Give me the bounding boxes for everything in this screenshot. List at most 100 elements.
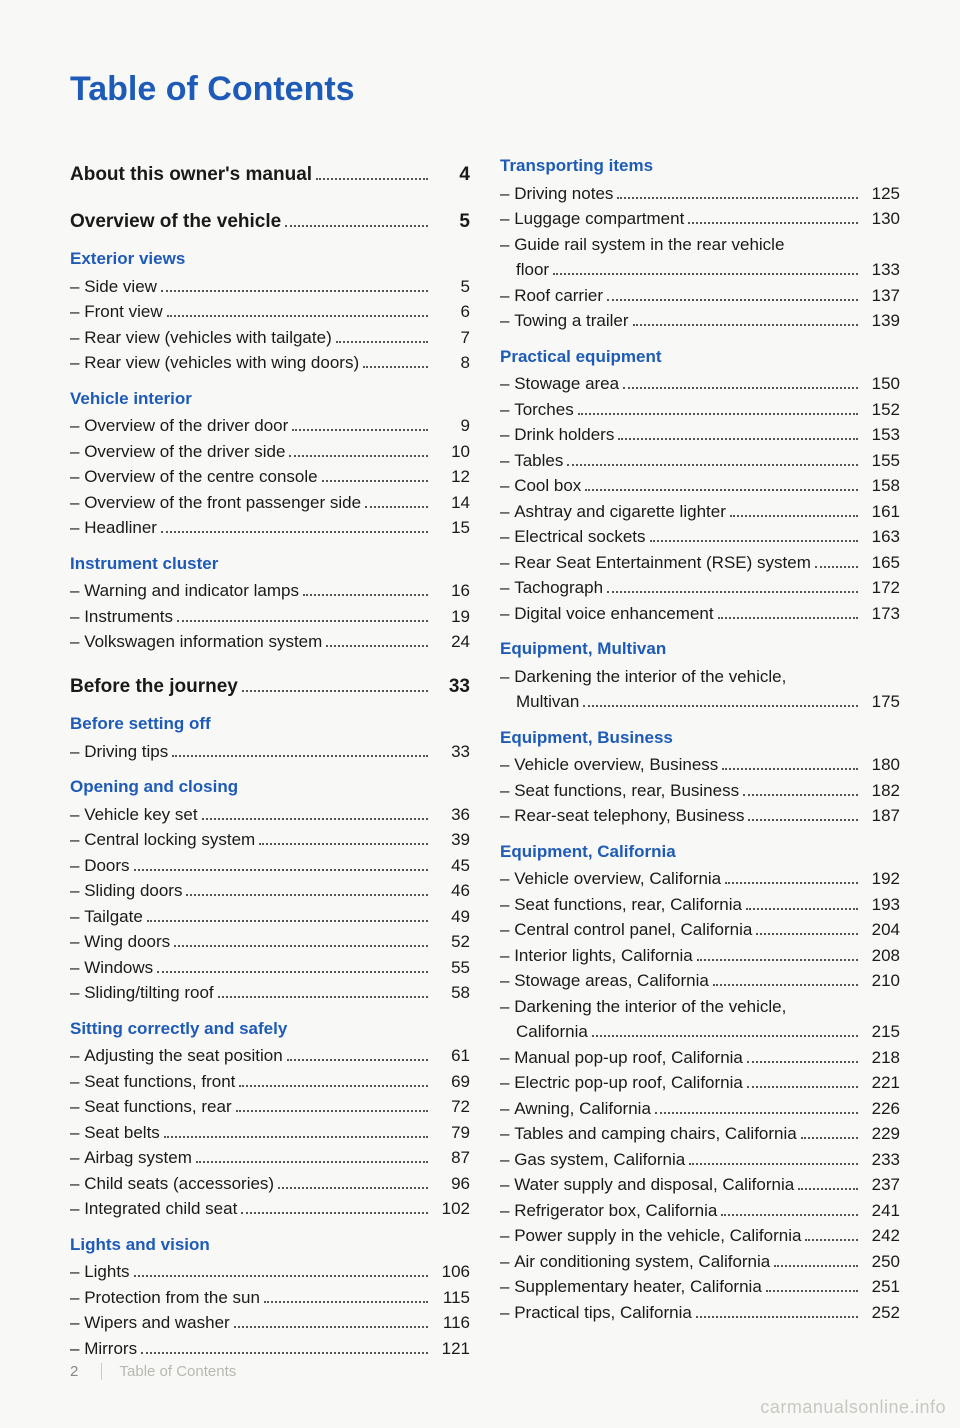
leader-dots [202, 806, 428, 820]
leader-dots [592, 1023, 858, 1037]
toc-item: Seat functions, rear, California193 [500, 892, 900, 918]
toc-item: Sliding/tilting roof58 [70, 980, 470, 1006]
leader-dots [689, 1151, 858, 1165]
leader-dots [326, 633, 428, 647]
toc-item-page: 221 [862, 1070, 900, 1096]
toc-item-page: 79 [432, 1120, 470, 1146]
leader-dots [747, 1074, 858, 1088]
toc-item-page: 182 [862, 778, 900, 804]
leader-dots [650, 528, 858, 542]
toc-item-continuation-page: 133 [862, 257, 900, 283]
toc-item-label: Towing a trailer [500, 308, 629, 334]
toc-item: Instruments19 [70, 604, 470, 630]
toc-item: Driving tips33 [70, 739, 470, 765]
leader-dots [287, 1047, 428, 1061]
toc-item-label: Side view [70, 274, 157, 300]
toc-item-page: 102 [432, 1196, 470, 1222]
toc-item-page: 172 [862, 575, 900, 601]
toc-column-right: Transporting itemsDriving notes125Luggag… [500, 143, 900, 1361]
toc-item-label: Mirrors [70, 1336, 137, 1362]
toc-item-page: 12 [432, 464, 470, 490]
toc-item: Awning, California226 [500, 1096, 900, 1122]
toc-item-label: Rear-seat telephony, Business [500, 803, 744, 829]
leader-dots [141, 1340, 428, 1354]
leader-dots [161, 278, 428, 292]
toc-columns: About this owner's manual4Overview of th… [70, 143, 900, 1361]
toc-item-page: 252 [862, 1300, 900, 1326]
toc-item-page: 36 [432, 802, 470, 828]
leader-dots [174, 933, 428, 947]
toc-item-label: Interior lights, California [500, 943, 693, 969]
toc-item-label: Electric pop-up roof, California [500, 1070, 743, 1096]
leader-dots [815, 554, 858, 568]
toc-item: Front view6 [70, 299, 470, 325]
toc-item: Supplementary heater, California251 [500, 1274, 900, 1300]
toc-item: Torches152 [500, 397, 900, 423]
toc-section-label: Exterior views [70, 246, 185, 272]
leader-dots [336, 329, 428, 343]
toc-item: Vehicle overview, California192 [500, 866, 900, 892]
toc-item-page: 233 [862, 1147, 900, 1173]
toc-item: Gas system, California233 [500, 1147, 900, 1173]
leader-dots [161, 519, 428, 533]
toc-column-left: About this owner's manual4Overview of th… [70, 143, 470, 1361]
toc-item-page: 69 [432, 1069, 470, 1095]
leader-dots [585, 477, 858, 491]
leader-dots [177, 608, 428, 622]
toc-item: Central control panel, California204 [500, 917, 900, 943]
toc-item: Interior lights, California208 [500, 943, 900, 969]
toc-item: Electric pop-up roof, California 221 [500, 1070, 900, 1096]
toc-item: Rear view (vehicles with wing doors)8 [70, 350, 470, 376]
toc-item: Child seats (accessories)96 [70, 1171, 470, 1197]
toc-item: Vehicle key set36 [70, 802, 470, 828]
toc-chapter: Overview of the vehicle5 [70, 208, 470, 237]
toc-section: Practical equipment [500, 344, 900, 370]
page-footer: 2 Table of Contents [70, 1363, 236, 1380]
leader-dots [718, 605, 858, 619]
toc-chapter: Before the journey33 [70, 673, 470, 702]
toc-item-label: Vehicle overview, Business [500, 752, 718, 778]
toc-item-label: Tailgate [70, 904, 143, 930]
toc-item-label: Drink holders [500, 422, 614, 448]
toc-item-page: 55 [432, 955, 470, 981]
toc-section: Equipment, California [500, 839, 900, 865]
toc-item-label: Adjusting the seat position [70, 1043, 283, 1069]
toc-item-page: 49 [432, 904, 470, 930]
toc-chapter-page: 5 [432, 208, 470, 237]
toc-section-label: Instrument cluster [70, 551, 218, 577]
toc-item-label: Water supply and disposal, California [500, 1172, 794, 1198]
toc-item-page: 19 [432, 604, 470, 630]
toc-item-page: 251 [862, 1274, 900, 1300]
toc-item-label: Overview of the driver side [70, 439, 285, 465]
leader-dots [766, 1278, 858, 1292]
toc-item-page: 192 [862, 866, 900, 892]
leader-dots [239, 1073, 428, 1087]
toc-item: Electrical sockets163 [500, 524, 900, 550]
leader-dots [805, 1227, 858, 1241]
toc-section-label: Before setting off [70, 711, 211, 737]
leader-dots [725, 870, 858, 884]
toc-item-page: 87 [432, 1145, 470, 1171]
toc-section: Lights and vision [70, 1232, 470, 1258]
toc-item-label: Lights [70, 1259, 130, 1285]
toc-item-page: 229 [862, 1121, 900, 1147]
leader-dots [278, 1175, 428, 1189]
toc-item-label: Seat functions, front [70, 1069, 235, 1095]
toc-item-label: Headliner [70, 515, 157, 541]
toc-item-continuation-label: Multivan [516, 689, 579, 715]
toc-item-page: 242 [862, 1223, 900, 1249]
toc-item-page: 193 [862, 892, 900, 918]
toc-item: Overview of the driver side10 [70, 439, 470, 465]
toc-chapter-page: 33 [432, 673, 470, 702]
toc-item-page: 6 [432, 299, 470, 325]
toc-section-label: Vehicle interior [70, 386, 192, 412]
toc-item: Volkswagen information system24 [70, 629, 470, 655]
toc-item-continuation: California215 [500, 1019, 900, 1045]
leader-dots [292, 417, 428, 431]
toc-item-label: Wing doors [70, 929, 170, 955]
toc-item-label: Airbag system [70, 1145, 192, 1171]
toc-item: Luggage compartment130 [500, 206, 900, 232]
toc-item-label: Volkswagen information system [70, 629, 322, 655]
toc-item-page: 5 [432, 274, 470, 300]
toc-item-label: Rear Seat Entertainment (RSE) system [500, 550, 811, 576]
